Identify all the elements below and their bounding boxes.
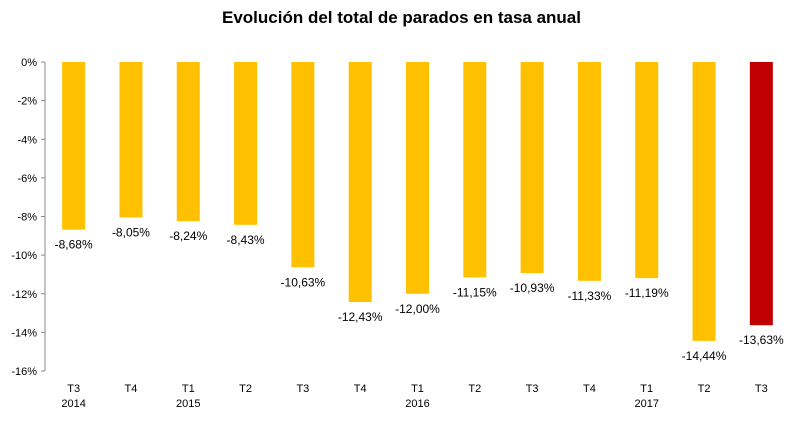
data-label: -10,93% bbox=[510, 281, 555, 295]
bar bbox=[749, 62, 773, 326]
x-tick-label: T1 bbox=[182, 383, 195, 395]
y-tick-label: 0% bbox=[21, 57, 37, 69]
data-label: -11,33% bbox=[568, 289, 612, 303]
data-label: -8,68% bbox=[55, 238, 93, 252]
bar bbox=[635, 62, 659, 279]
bar bbox=[176, 62, 200, 222]
bar bbox=[520, 62, 544, 274]
x-tick-label: T4 bbox=[125, 383, 138, 395]
bar bbox=[234, 62, 258, 225]
x-year-label: 2016 bbox=[405, 398, 429, 410]
y-tick-label: -4% bbox=[17, 134, 37, 146]
x-tick-label: T2 bbox=[468, 383, 481, 395]
bar bbox=[577, 62, 601, 281]
x-tick-label: T3 bbox=[755, 383, 768, 395]
x-tick-label: T3 bbox=[296, 383, 309, 395]
bar bbox=[406, 62, 429, 294]
data-label: -12,00% bbox=[395, 302, 440, 316]
bar bbox=[62, 62, 86, 230]
bar bbox=[291, 62, 315, 268]
bar bbox=[463, 62, 487, 278]
x-tick-label: T2 bbox=[239, 383, 252, 395]
y-tick-label: -8% bbox=[17, 212, 37, 224]
data-label: -13,63% bbox=[739, 333, 784, 347]
data-label: -14,44% bbox=[682, 349, 727, 363]
data-label: -8,43% bbox=[227, 233, 265, 247]
x-tick-label: T4 bbox=[583, 383, 596, 395]
y-tick-label: -2% bbox=[17, 96, 37, 108]
x-tick-label: T2 bbox=[698, 383, 711, 395]
data-label: -12,43% bbox=[338, 310, 383, 324]
y-tick-label: -6% bbox=[17, 173, 37, 185]
x-year-label: 2015 bbox=[176, 398, 200, 410]
y-tick-label: -14% bbox=[11, 327, 37, 339]
x-year-label: 2017 bbox=[634, 398, 658, 410]
bar bbox=[119, 62, 143, 218]
x-tick-label: T3 bbox=[67, 383, 80, 395]
x-tick-label: T3 bbox=[526, 383, 539, 395]
data-label: -11,15% bbox=[453, 285, 497, 299]
data-label: -11,19% bbox=[625, 286, 669, 300]
bar bbox=[692, 62, 716, 341]
y-tick-label: -10% bbox=[11, 250, 37, 262]
data-label: -10,63% bbox=[281, 275, 326, 289]
y-tick-label: -16% bbox=[11, 366, 37, 378]
data-label: -8,05% bbox=[112, 225, 150, 239]
chart-title: Evolución del total de parados en tasa a… bbox=[222, 8, 581, 27]
x-year-label: 2014 bbox=[61, 398, 85, 410]
x-tick-label: T1 bbox=[640, 383, 653, 395]
x-tick-label: T4 bbox=[354, 383, 367, 395]
data-label: -8,24% bbox=[169, 229, 207, 243]
bar bbox=[348, 62, 372, 303]
y-tick-label: -12% bbox=[11, 289, 37, 301]
x-tick-label: T1 bbox=[411, 383, 424, 395]
